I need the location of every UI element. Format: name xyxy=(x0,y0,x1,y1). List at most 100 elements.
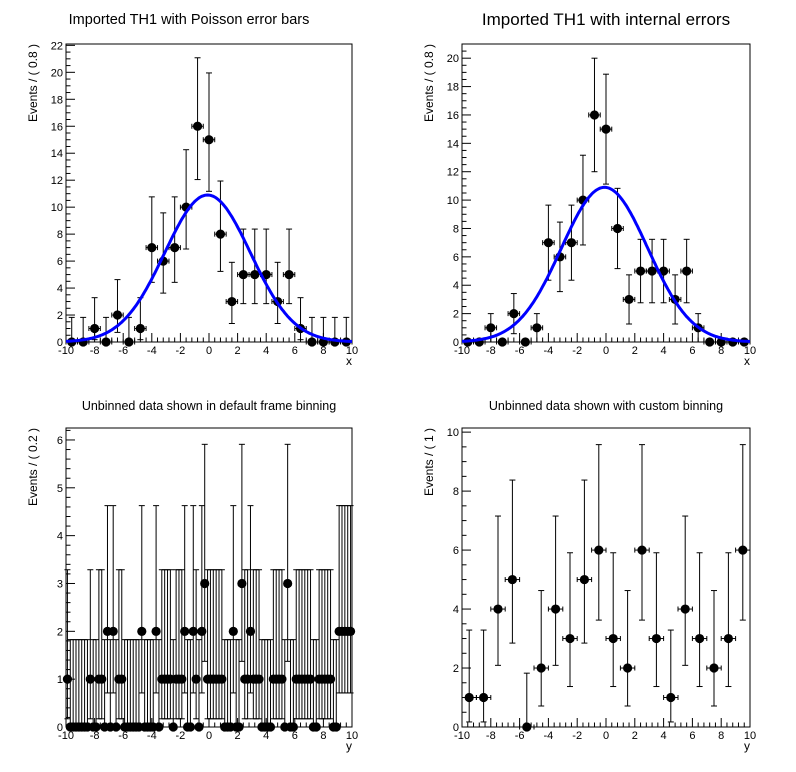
data-marker xyxy=(705,337,715,347)
data-point xyxy=(214,180,227,272)
data-point xyxy=(151,505,161,694)
chart-panel-3: Unbinned data shown in default frame bin… xyxy=(26,399,358,753)
data-marker xyxy=(97,674,107,684)
data-marker xyxy=(493,604,503,614)
data-marker xyxy=(738,545,748,555)
data-marker xyxy=(228,626,238,636)
y-tick-label: 8 xyxy=(453,486,459,498)
fit-curve xyxy=(462,185,751,343)
data-point xyxy=(305,569,316,720)
x-tick-label: -4 xyxy=(147,730,157,742)
data-marker xyxy=(227,296,237,307)
data-marker xyxy=(695,633,705,644)
data-marker xyxy=(589,110,600,120)
x-tick-label: -8 xyxy=(90,730,100,742)
data-point xyxy=(137,505,147,694)
data-marker xyxy=(543,238,554,248)
y-axis: 0 2 4 6 8 10 Events / ( 1 ) xyxy=(422,427,471,734)
data-point xyxy=(217,569,227,720)
data-point xyxy=(735,444,751,621)
x-axis: -10 -8 -6 -4 -2 0 2 4 6 8 10y xyxy=(454,718,756,753)
data-marker xyxy=(180,626,190,636)
data-marker xyxy=(85,674,95,684)
y-axis-label: Events / ( 0.2 ) xyxy=(26,428,40,506)
data-point xyxy=(177,569,187,720)
data-point xyxy=(703,337,716,347)
y-axis: 0 2 4 6 8 10 12 14 16 18 20 Events / ( 0.8 ) xyxy=(422,43,471,349)
data-marker xyxy=(311,722,321,732)
x-tick-label: 10 xyxy=(744,345,756,357)
data-marker xyxy=(250,269,260,280)
data-point xyxy=(317,316,330,347)
x-tick-label: 0 xyxy=(603,730,609,742)
data-point xyxy=(283,443,293,662)
x-tick-label: 0 xyxy=(603,345,609,357)
y-tick-label: 6 xyxy=(453,545,459,557)
x-axis-label: y xyxy=(346,739,352,753)
data-point xyxy=(484,313,498,342)
data-point xyxy=(168,639,178,732)
y-tick-label: 18 xyxy=(447,82,459,94)
data-point xyxy=(634,444,650,621)
data-point xyxy=(490,515,506,666)
data-marker xyxy=(234,722,244,732)
data-point xyxy=(591,444,607,621)
data-series xyxy=(62,443,356,732)
y-tick-label: 2 xyxy=(57,626,63,638)
data-marker xyxy=(497,337,507,347)
data-point xyxy=(576,479,593,644)
data-point xyxy=(99,316,113,347)
data-point xyxy=(225,261,239,324)
data-point xyxy=(507,293,521,335)
x-tick-label: 4 xyxy=(661,345,667,357)
data-marker xyxy=(112,310,123,320)
data-marker xyxy=(565,633,575,644)
data-marker xyxy=(520,337,530,347)
x-tick-label: -6 xyxy=(118,345,128,357)
y-tick-label: 18 xyxy=(51,94,63,106)
chart-panel-1: Imported TH1 with Poisson error bars -10 -… xyxy=(26,12,358,368)
data-point xyxy=(62,569,73,720)
x-tick-label: -8 xyxy=(486,730,496,742)
data-point xyxy=(168,196,181,283)
x-tick-label: 8 xyxy=(320,345,326,357)
x-tick-label: -4 xyxy=(544,730,554,742)
x-tick-label: -2 xyxy=(176,345,186,357)
data-point xyxy=(325,569,336,720)
data-marker xyxy=(101,337,111,347)
data-point xyxy=(311,639,321,732)
y-tick-label: 20 xyxy=(51,67,63,79)
x-tick-label: -4 xyxy=(544,345,554,357)
x-axis-label: x xyxy=(744,354,750,368)
y-tick-label: 22 xyxy=(51,40,63,52)
data-marker xyxy=(111,722,121,732)
data-point xyxy=(188,505,198,694)
y-tick-label: 3 xyxy=(57,578,63,590)
x-tick-label: 10 xyxy=(744,730,756,742)
x-axis: -10 -8 -6 -4 -2 0 2 4 6 8 10y xyxy=(58,718,358,753)
data-point xyxy=(562,552,578,688)
chart-panel-4: Unbinned data shown with custom binning -… xyxy=(422,399,756,753)
data-marker xyxy=(62,674,73,684)
data-marker xyxy=(277,674,287,684)
x-tick-label: -8 xyxy=(90,345,100,357)
data-marker xyxy=(283,578,293,589)
data-marker xyxy=(170,243,180,253)
data-point xyxy=(76,316,90,347)
data-marker xyxy=(635,266,646,276)
data-point xyxy=(475,629,492,723)
y-tick-label: 6 xyxy=(453,252,459,264)
data-marker xyxy=(594,545,604,555)
data-point xyxy=(185,639,196,732)
data-point xyxy=(331,639,341,732)
data-marker xyxy=(464,692,474,703)
y-tick-label: 12 xyxy=(447,167,459,179)
y-tick-label: 10 xyxy=(447,195,459,207)
data-marker xyxy=(185,722,196,732)
y-tick-label: 16 xyxy=(51,121,63,133)
data-marker xyxy=(194,722,204,732)
y-tick-label: 8 xyxy=(57,229,63,241)
y-tick-label: 14 xyxy=(447,138,459,150)
data-point xyxy=(288,639,298,732)
